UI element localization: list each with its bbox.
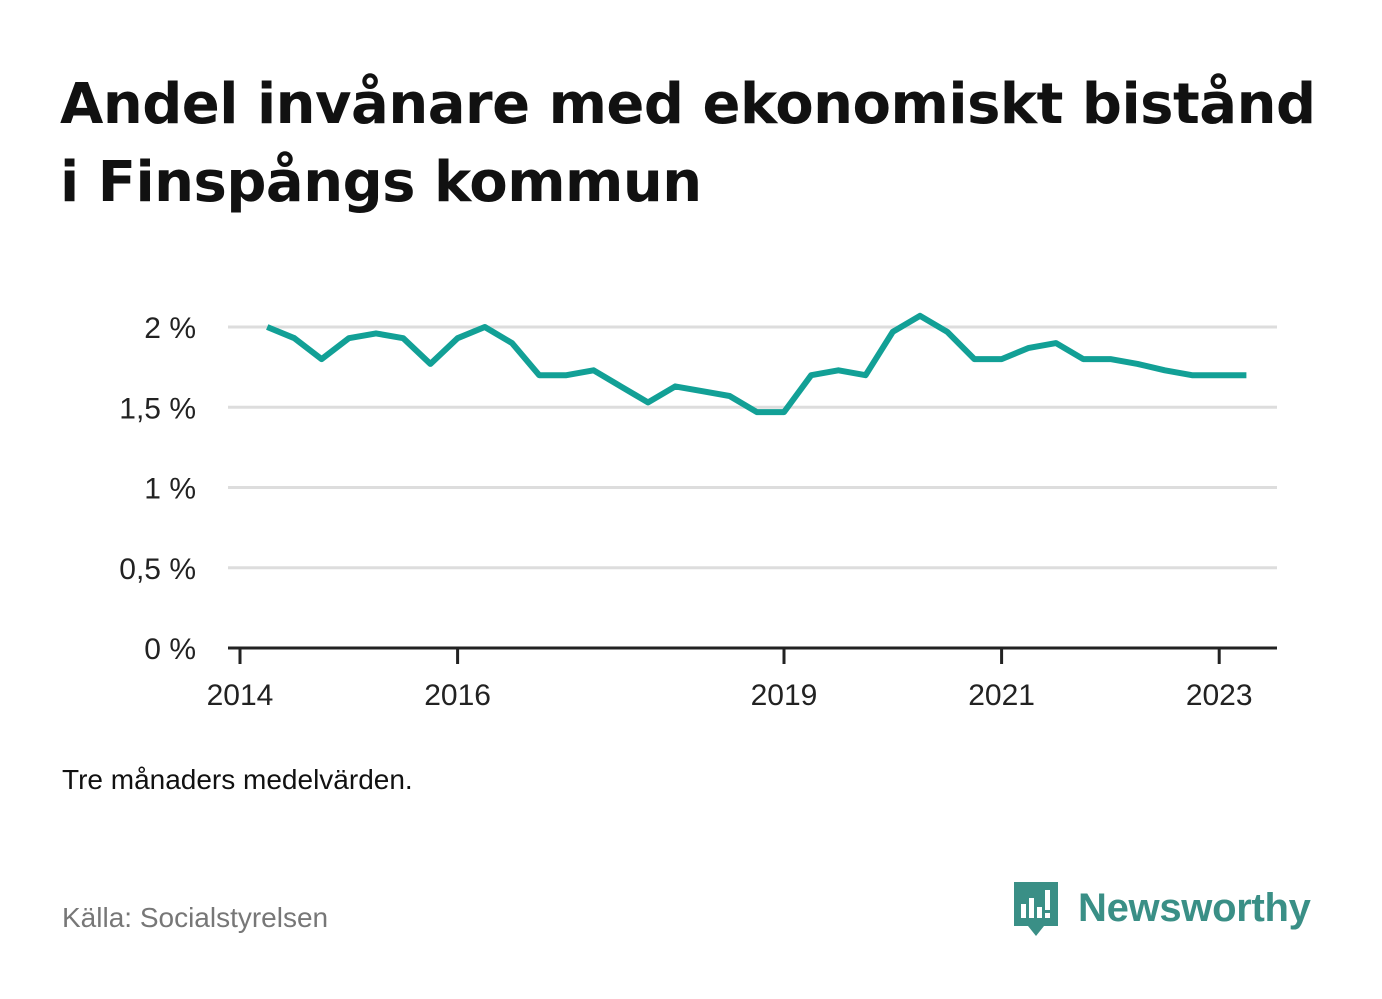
y-tick-label: 1,5 % <box>119 392 196 425</box>
x-tick-label: 2019 <box>751 679 818 712</box>
data-point <box>593 370 594 371</box>
y-tick-label: 0,5 % <box>119 553 196 586</box>
data-point <box>947 331 948 332</box>
series-group <box>266 312 1247 416</box>
y-tick-label: 1 % <box>144 473 196 506</box>
data-point <box>1028 347 1029 348</box>
data-point <box>811 375 812 376</box>
data-point <box>1083 359 1084 360</box>
data-point <box>457 338 458 339</box>
data-point <box>1056 343 1057 344</box>
data-point <box>920 315 921 316</box>
data-point <box>702 391 703 392</box>
data-point <box>729 396 730 397</box>
x-tick-label: 2014 <box>207 679 274 712</box>
y-tick-labels: 0 % 0,5 % 1 % 1,5 % 2 % <box>119 312 196 666</box>
data-point <box>756 412 757 413</box>
data-point <box>974 359 975 360</box>
source-label: Källa: Socialstyrelsen <box>62 902 329 933</box>
data-point <box>1110 359 1111 360</box>
chart-title: Andel invånare med ekonomiskt bistånd i … <box>60 72 1316 215</box>
series-line <box>266 312 1247 416</box>
x-tick-label: 2021 <box>968 679 1035 712</box>
chart-note: Tre månaders medelvärden. <box>62 764 413 795</box>
data-point <box>648 402 649 403</box>
data-point <box>376 333 377 334</box>
data-point <box>620 386 621 387</box>
brand-name: Newsworthy <box>1078 885 1311 930</box>
data-point <box>892 331 893 332</box>
newsworthy-logo-icon <box>1014 882 1058 936</box>
data-point <box>348 338 349 339</box>
data-point <box>539 375 540 376</box>
data-point <box>1246 375 1247 376</box>
data-point <box>512 343 513 344</box>
y-tick-label: 2 % <box>144 312 196 345</box>
data-point <box>675 386 676 387</box>
data-point <box>566 375 567 376</box>
x-ticks <box>238 648 1221 664</box>
data-point <box>294 338 295 339</box>
data-point <box>865 375 866 376</box>
data-point <box>403 338 404 339</box>
data-point <box>838 370 839 371</box>
data-point <box>1001 359 1002 360</box>
data-point <box>1219 375 1220 376</box>
data-point <box>321 359 322 360</box>
data-point <box>267 327 268 328</box>
x-tick-labels: 2014 2016 2019 2021 2023 <box>207 679 1253 712</box>
x-tick-label: 2023 <box>1186 679 1253 712</box>
data-point <box>1192 375 1193 376</box>
brand-logo: Newsworthy <box>1010 878 1311 938</box>
data-point <box>1164 370 1165 371</box>
x-tick-label: 2016 <box>424 679 491 712</box>
y-tick-label: 0 % <box>144 633 196 666</box>
data-point <box>484 327 485 328</box>
data-point <box>1137 363 1138 364</box>
data-point <box>430 363 431 364</box>
data-point <box>784 412 785 413</box>
